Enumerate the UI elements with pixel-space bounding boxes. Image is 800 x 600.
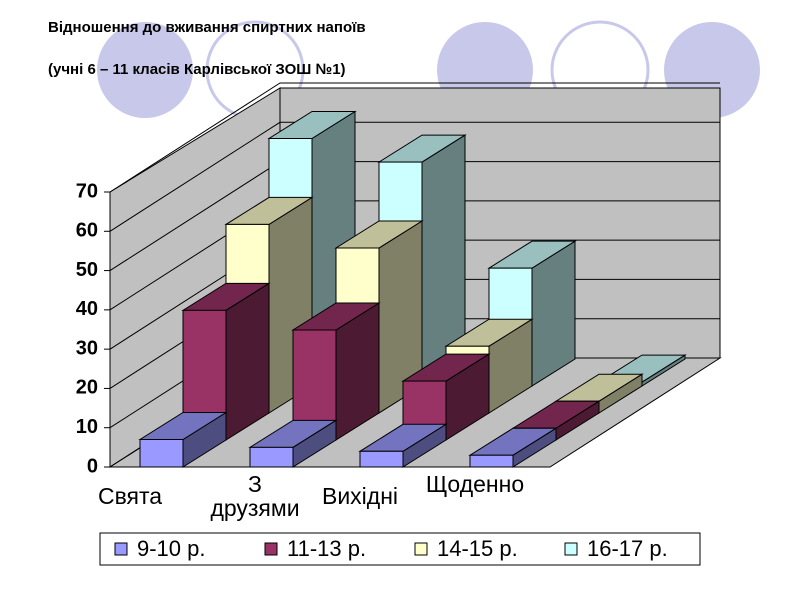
- bar-front: [359, 450, 404, 468]
- legend-swatch: [414, 542, 428, 556]
- legend-label: 14-15 р.: [437, 536, 518, 561]
- chart-subtitle: (учні 6 – 11 класів Карлівської ЗОШ №1): [48, 61, 346, 78]
- bar-front: [249, 446, 294, 468]
- y-tick-label: 0: [87, 455, 98, 477]
- grid-line: [109, 82, 720, 193]
- x-tick-label: Щоденно: [425, 471, 525, 497]
- bar: [138, 411, 228, 468]
- y-tick-label: 40: [76, 298, 98, 320]
- bar: [291, 302, 381, 441]
- circle: [97, 22, 193, 118]
- x-tick-label: З друзями: [210, 471, 300, 521]
- y-tick-label: 70: [76, 180, 98, 202]
- legend-swatch: [564, 542, 578, 556]
- y-tick-label: 10: [76, 416, 98, 438]
- y-tick-label: 30: [76, 337, 98, 359]
- legend-swatch: [114, 542, 128, 556]
- x-tick-label: Вихідні: [321, 483, 399, 509]
- bar: [468, 427, 558, 468]
- legend-label: 11-13 р.: [287, 536, 366, 561]
- y-tick-label: 20: [76, 377, 98, 399]
- grid-line: [109, 121, 720, 232]
- legend: [99, 532, 701, 566]
- legend-label: 9-10 р.: [137, 536, 206, 561]
- x-tick-label: Свята: [97, 483, 163, 509]
- y-tick-label: 60: [76, 220, 98, 242]
- chart-title: Відношення до вживання спиртних напоїв: [48, 19, 366, 36]
- legend-swatch: [264, 542, 278, 556]
- bar-front: [469, 454, 514, 468]
- bar-front: [139, 439, 184, 468]
- bar: [248, 419, 338, 468]
- legend-label: 16-17 р.: [587, 536, 668, 561]
- bar: [358, 423, 448, 468]
- y-tick-label: 50: [76, 259, 98, 281]
